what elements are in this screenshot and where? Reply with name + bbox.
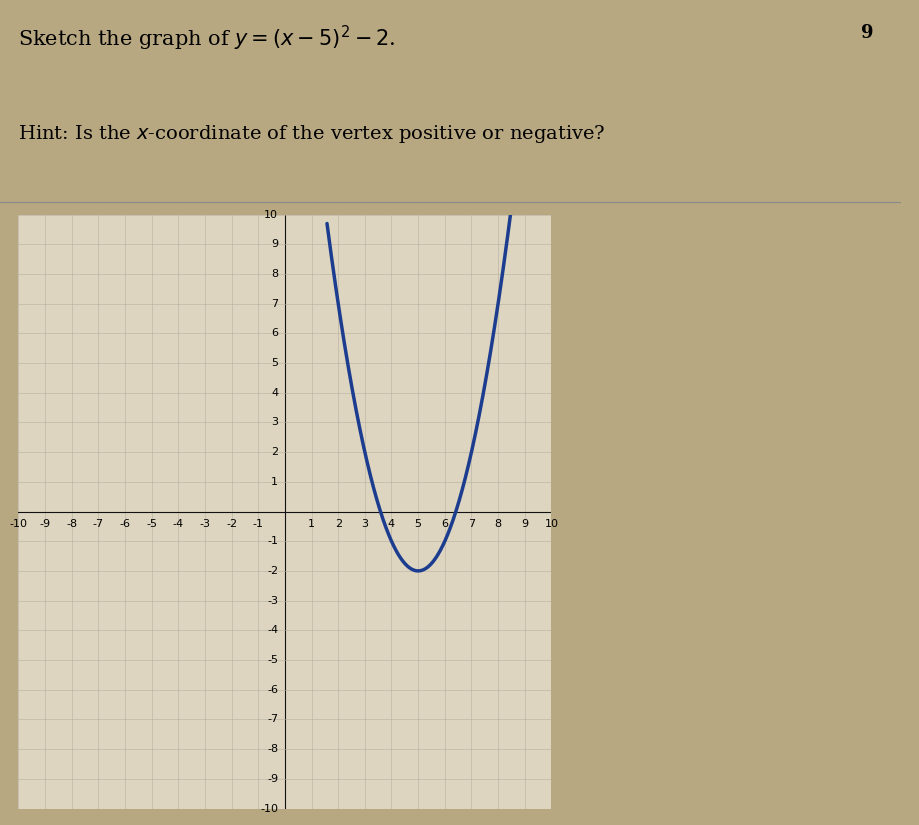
Text: -3: -3 — [199, 519, 210, 529]
Text: 5: 5 — [271, 358, 278, 368]
Text: -2: -2 — [267, 566, 278, 576]
Text: -4: -4 — [267, 625, 278, 635]
Text: Hint: Is the $x$-coordinate of the vertex positive or negative?: Hint: Is the $x$-coordinate of the verte… — [18, 123, 606, 145]
Text: 4: 4 — [271, 388, 278, 398]
Text: -5: -5 — [146, 519, 157, 529]
Text: -10: -10 — [260, 804, 278, 813]
Text: 10: 10 — [265, 210, 278, 219]
Text: -8: -8 — [66, 519, 77, 529]
Text: 1: 1 — [308, 519, 315, 529]
Text: -8: -8 — [267, 744, 278, 754]
Text: 6: 6 — [441, 519, 448, 529]
Text: 9: 9 — [521, 519, 528, 529]
Text: 7: 7 — [271, 299, 278, 309]
Text: -5: -5 — [267, 655, 278, 665]
Text: -9: -9 — [40, 519, 51, 529]
Text: 3: 3 — [361, 519, 369, 529]
Text: -1: -1 — [253, 519, 264, 529]
Text: -9: -9 — [267, 774, 278, 784]
Text: 6: 6 — [271, 328, 278, 338]
Text: -2: -2 — [226, 519, 237, 529]
Text: -3: -3 — [267, 596, 278, 606]
Text: 9: 9 — [861, 24, 874, 42]
Text: 5: 5 — [414, 519, 422, 529]
Text: 2: 2 — [335, 519, 342, 529]
Text: 4: 4 — [388, 519, 395, 529]
Text: -7: -7 — [267, 714, 278, 724]
Text: 3: 3 — [271, 417, 278, 427]
Text: 1: 1 — [271, 477, 278, 487]
Text: -7: -7 — [93, 519, 104, 529]
Text: -4: -4 — [173, 519, 184, 529]
Text: 2: 2 — [271, 447, 278, 457]
Text: 8: 8 — [494, 519, 502, 529]
Text: -10: -10 — [9, 519, 28, 529]
Text: -6: -6 — [119, 519, 130, 529]
Text: -6: -6 — [267, 685, 278, 695]
Text: 8: 8 — [271, 269, 278, 279]
Text: -1: -1 — [267, 536, 278, 546]
Text: 10: 10 — [544, 519, 559, 529]
Text: Sketch the graph of $y = (x - 5)^2 - 2$.: Sketch the graph of $y = (x - 5)^2 - 2$. — [18, 24, 396, 54]
Text: 7: 7 — [468, 519, 475, 529]
Text: 9: 9 — [271, 239, 278, 249]
